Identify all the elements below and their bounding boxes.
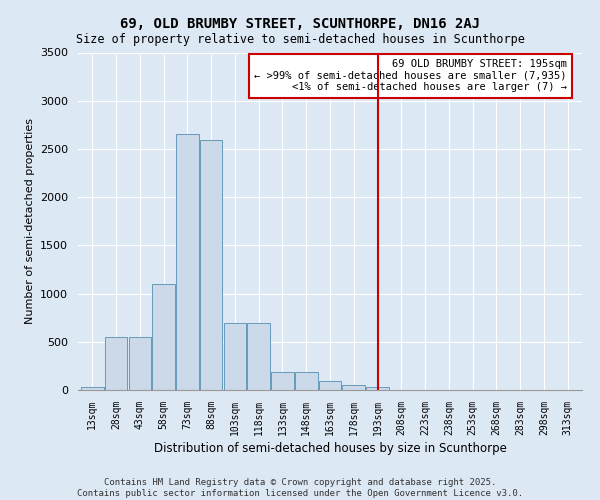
Bar [366, 387, 389, 390]
Text: Contains HM Land Registry data © Crown copyright and database right 2025.
Contai: Contains HM Land Registry data © Crown c… [77, 478, 523, 498]
Bar [176, 134, 199, 390]
Bar [319, 382, 341, 390]
Bar [247, 322, 270, 390]
Text: 69, OLD BRUMBY STREET, SCUNTHORPE, DN16 2AJ: 69, OLD BRUMBY STREET, SCUNTHORPE, DN16 … [120, 18, 480, 32]
Bar [271, 372, 294, 390]
Y-axis label: Number of semi-detached properties: Number of semi-detached properties [25, 118, 35, 324]
Bar [105, 337, 127, 390]
Text: Size of property relative to semi-detached houses in Scunthorpe: Size of property relative to semi-detach… [76, 32, 524, 46]
Bar [81, 387, 104, 390]
Text: 69 OLD BRUMBY STREET: 195sqm
← >99% of semi-detached houses are smaller (7,935)
: 69 OLD BRUMBY STREET: 195sqm ← >99% of s… [254, 59, 567, 92]
X-axis label: Distribution of semi-detached houses by size in Scunthorpe: Distribution of semi-detached houses by … [154, 442, 506, 455]
Bar [152, 284, 175, 390]
Bar [343, 385, 365, 390]
Bar [128, 337, 151, 390]
Bar [295, 372, 317, 390]
Bar [224, 322, 246, 390]
Bar [200, 140, 223, 390]
